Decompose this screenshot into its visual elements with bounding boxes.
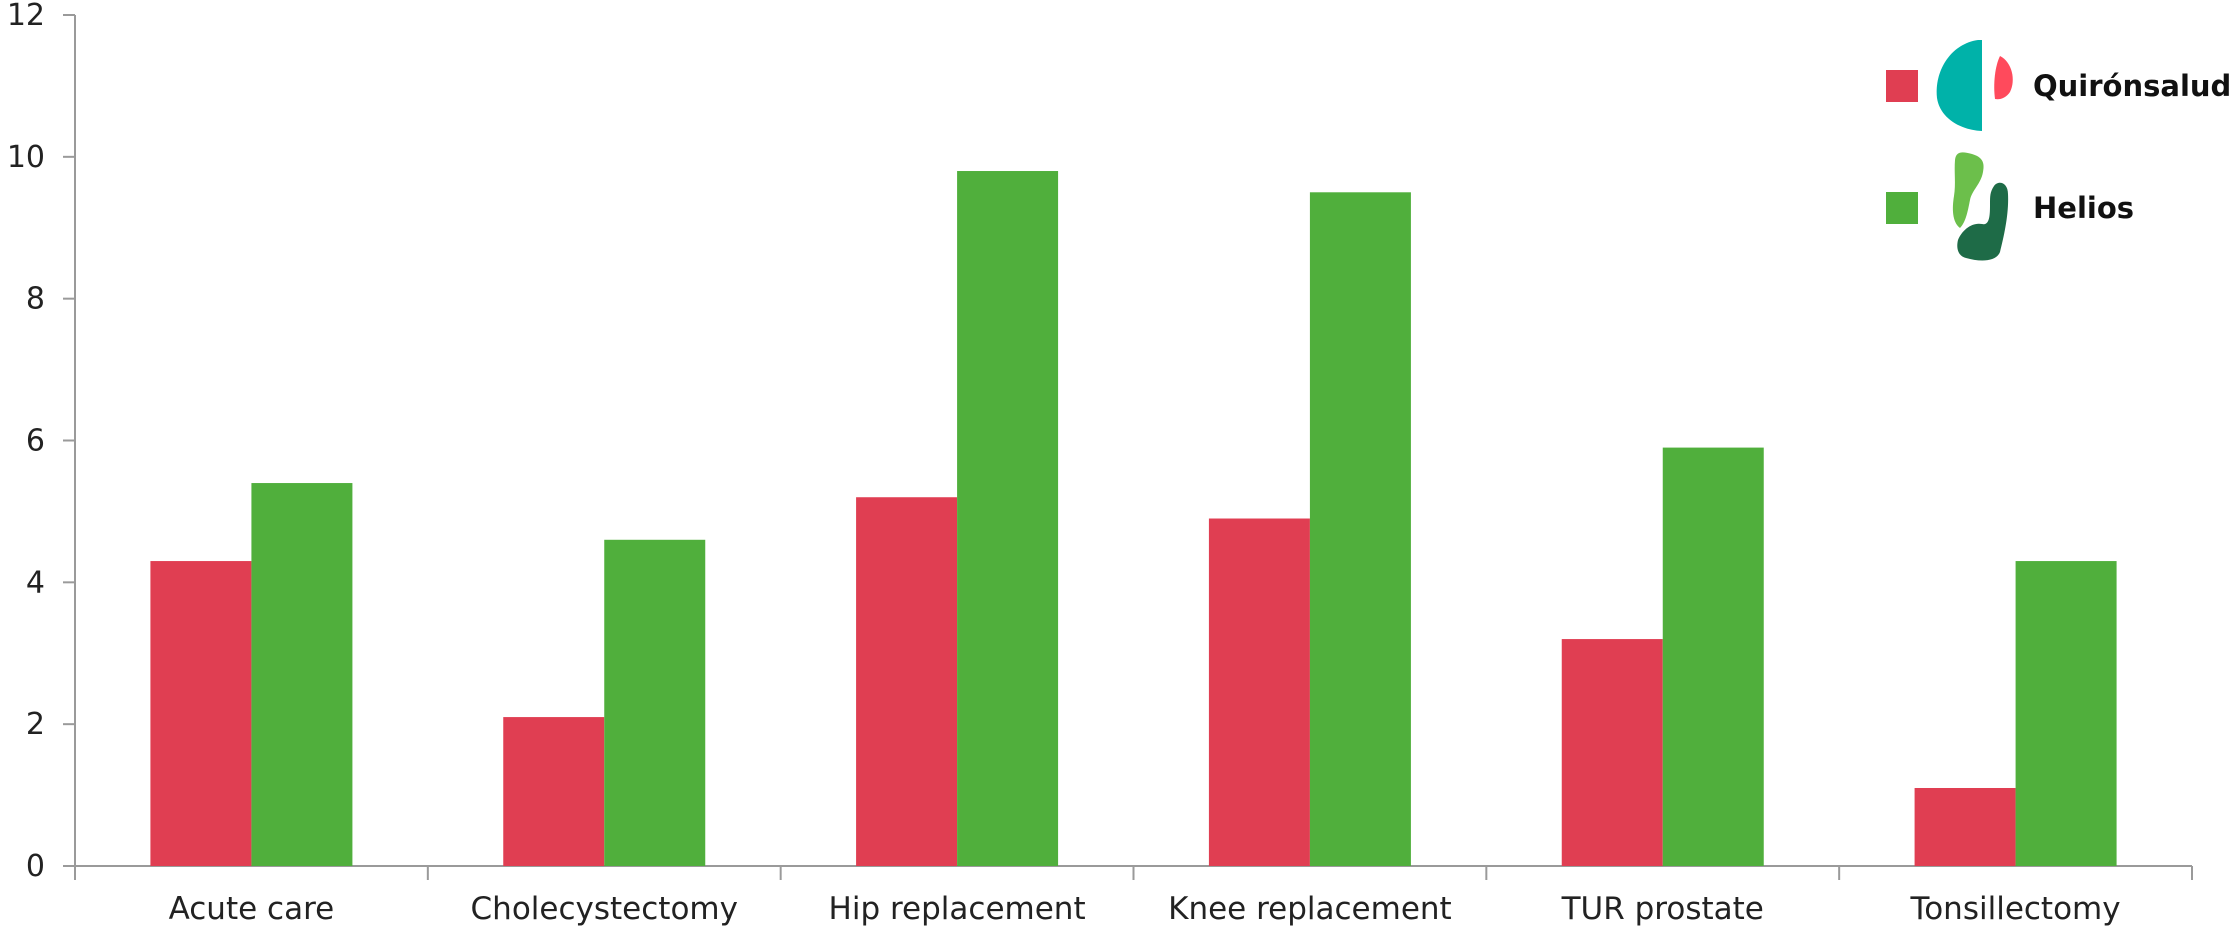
y-tick-label: 6 [26, 424, 45, 459]
x-category-label: Acute care [169, 891, 335, 926]
y-tick-label: 4 [26, 565, 45, 600]
bar-quironsalud [503, 717, 605, 866]
helios-logo-icon [1952, 152, 2009, 261]
bar-quironsalud [150, 561, 252, 866]
bar-helios [604, 539, 706, 866]
bar-quironsalud [1561, 639, 1663, 866]
y-tick-label: 0 [26, 849, 45, 884]
x-category-label: Hip replacement [829, 891, 1086, 926]
y-tick-label: 8 [26, 282, 45, 317]
legend: Quirónsalud Helios [1886, 40, 2231, 261]
bars [150, 171, 2117, 866]
bar-quironsalud [856, 497, 958, 866]
bar-helios [1662, 447, 1764, 866]
bar-quironsalud [1914, 787, 2016, 866]
x-category-label: TUR prostate [1561, 891, 1764, 926]
x-category-label: Tonsillectomy [1910, 891, 2121, 926]
y-tick-label: 12 [7, 0, 45, 33]
bar-quironsalud [1208, 518, 1310, 866]
legend-label: Helios [2033, 191, 2134, 225]
bar-helios [251, 483, 353, 866]
legend-swatch [1886, 70, 1918, 102]
bar-helios [1309, 192, 1411, 866]
legend-label: Quirónsalud [2033, 69, 2231, 103]
legend-swatch [1886, 192, 1918, 224]
bar-helios [2015, 561, 2117, 866]
y-tick-label: 10 [7, 140, 45, 175]
axes [63, 14, 2193, 880]
quironsalud-logo-icon [1936, 40, 2013, 131]
bar-helios [957, 171, 1059, 866]
x-category-label: Knee replacement [1168, 891, 1452, 926]
axis-labels: 0 2 4 6 8 10 12 Acute care Cholecystectomy Hip re… [7, 0, 2121, 927]
y-tick-label: 2 [26, 707, 45, 742]
x-category-label: Cholecystectomy [471, 891, 738, 926]
